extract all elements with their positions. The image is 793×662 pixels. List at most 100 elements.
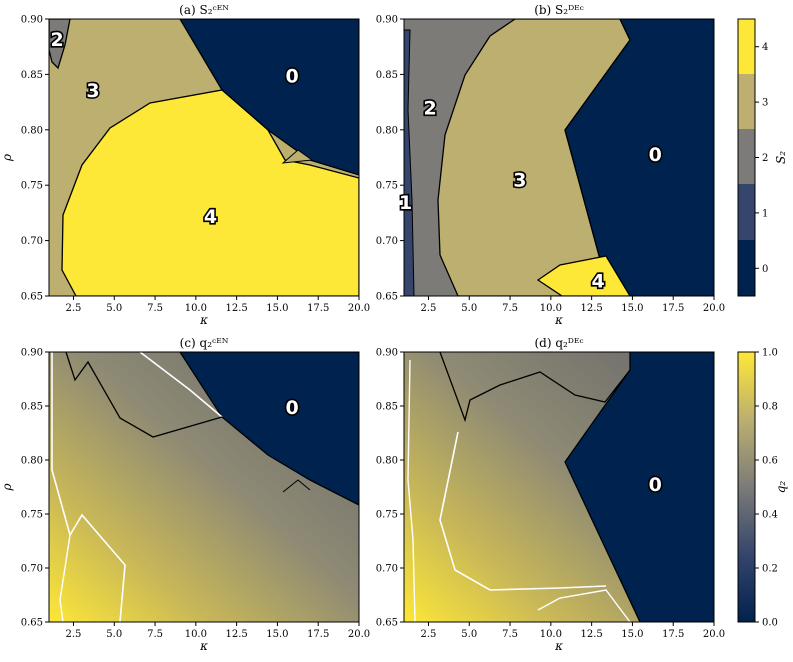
colorbar-tick-label: 0.6: [762, 456, 778, 467]
x-tick-label: 12.5: [580, 303, 602, 314]
x-tick-label: 15.0: [266, 629, 288, 640]
contour-black: [439, 352, 631, 423]
colorbar-tick-label: 0: [762, 264, 768, 275]
y-axis-label: ρ: [0, 154, 14, 162]
y-tick-label: 0.70: [21, 564, 43, 575]
contour-white-3: [59, 534, 71, 622]
region-4: [61, 89, 359, 296]
y-tick-label: 0.65: [21, 292, 43, 303]
contour-black-2: [282, 479, 311, 493]
x-tick-label: 2.5: [421, 629, 437, 640]
y-tick-label: 0.75: [376, 510, 398, 521]
y-tick-label: 0.70: [376, 236, 398, 247]
x-tick-label: 17.5: [662, 303, 684, 314]
region-label: 0: [649, 474, 662, 496]
x-tick-label: 15.0: [621, 303, 643, 314]
region-4: [536, 255, 631, 296]
x-axis-label: κ: [199, 639, 208, 653]
x-tick-label: 2.5: [66, 629, 82, 640]
region-label: 0: [285, 397, 298, 419]
x-tick-label: 10.0: [185, 303, 207, 314]
axes-text-layer: 2.5 5.0 7.5 10.0 12.5 15.0 17.5 20.00.650.700.7…: [0, 3, 788, 653]
y-tick-label: 0.90: [376, 15, 398, 26]
region-label: 4: [592, 270, 605, 292]
x-tick-label: 17.5: [307, 303, 329, 314]
x-tick-label: 7.5: [147, 303, 163, 314]
x-axis-label: κ: [199, 313, 208, 327]
axes-frame-d: [403, 351, 715, 623]
region-label: 2: [423, 98, 436, 120]
contour-white-2: [407, 359, 416, 622]
panel-title: (d) q₂ᴰᴱᶜ: [534, 336, 583, 350]
y-axis-label: ρ: [0, 483, 14, 491]
colorbar-tick-label: 0.8: [762, 402, 778, 413]
y-tick-label: 0.85: [21, 70, 43, 81]
x-tick-label: 15.0: [266, 303, 288, 314]
x-tick-label: 10.0: [540, 303, 562, 314]
contour-black: [65, 352, 223, 438]
contour-white-3: [537, 589, 631, 622]
y-tick-label: 0.75: [21, 181, 43, 192]
region-1: [404, 29, 415, 296]
x-tick-label: 20.0: [348, 629, 370, 640]
x-tick-label: 5.0: [106, 629, 122, 640]
axes-frame-c: [48, 351, 360, 623]
colorbar-label: q₂: [774, 481, 788, 494]
y-tick-label: 0.90: [21, 15, 43, 26]
y-tick-label: 0.85: [376, 402, 398, 413]
panel-title: (a) S₂ᶜᴱᴺ: [179, 3, 229, 17]
x-tick-label: 17.5: [307, 629, 329, 640]
colorbar-tick-label: 4: [762, 42, 768, 53]
y-tick-label: 0.65: [21, 618, 43, 629]
panel-title: (c) q₂ᶜᴱᴺ: [180, 336, 229, 350]
x-tick-label: 10.0: [540, 629, 562, 640]
contour-white: [139, 352, 223, 418]
x-tick-label: 12.5: [225, 303, 247, 314]
region-3-inset: [281, 149, 314, 164]
x-tick-label: 15.0: [621, 629, 643, 640]
x-tick-label: 5.0: [106, 303, 122, 314]
colorbar-tick-label: 1.0: [762, 348, 778, 359]
x-tick-label: 2.5: [66, 303, 82, 314]
y-tick-label: 0.85: [21, 402, 43, 413]
y-tick-label: 0.65: [376, 618, 398, 629]
contour-white: [439, 431, 607, 591]
region-0: [564, 19, 714, 296]
region-label: 0: [285, 66, 298, 88]
panel-title: (b) S₂ᴰᴱᶜ: [534, 3, 584, 17]
y-tick-label: 0.75: [21, 510, 43, 521]
region-label: 2: [51, 29, 64, 51]
colorbar-tick-label: 0.4: [762, 510, 778, 521]
y-tick-label: 0.80: [21, 125, 43, 136]
x-tick-label: 7.5: [502, 629, 518, 640]
x-tick-label: 20.0: [703, 629, 725, 640]
region-label: 1: [399, 192, 412, 214]
panel-c: [49, 352, 359, 622]
x-tick-label: 12.5: [580, 629, 602, 640]
x-tick-label: 20.0: [348, 303, 370, 314]
colorbar-q2: [737, 351, 756, 623]
colorbar-label: S₂: [774, 151, 788, 164]
region-2: [49, 19, 71, 70]
region-label: 3: [513, 170, 526, 192]
colorbar-tick-label: 0.0: [762, 618, 778, 629]
y-tick-label: 0.65: [376, 292, 398, 303]
contour-white-2: [51, 352, 126, 622]
y-tick-label: 0.90: [376, 348, 398, 359]
x-tick-label: 7.5: [147, 629, 163, 640]
x-tick-label: 5.0: [461, 303, 477, 314]
y-tick-label: 0.80: [376, 125, 398, 136]
x-axis-label: κ: [554, 313, 563, 327]
region-label: 3: [86, 80, 99, 102]
x-tick-label: 10.0: [185, 629, 207, 640]
panel-d: [404, 352, 714, 622]
region-label: 0: [649, 144, 662, 166]
region-label: 4: [204, 206, 217, 228]
axes-frame-a: [48, 18, 360, 297]
colorbar-tick-label: 1: [762, 208, 768, 219]
y-tick-label: 0.90: [21, 348, 43, 359]
axes-frame-b: [403, 18, 715, 297]
colorbar-tick-label: 3: [762, 98, 768, 109]
panel-a: [49, 19, 359, 296]
x-tick-label: 12.5: [225, 629, 247, 640]
